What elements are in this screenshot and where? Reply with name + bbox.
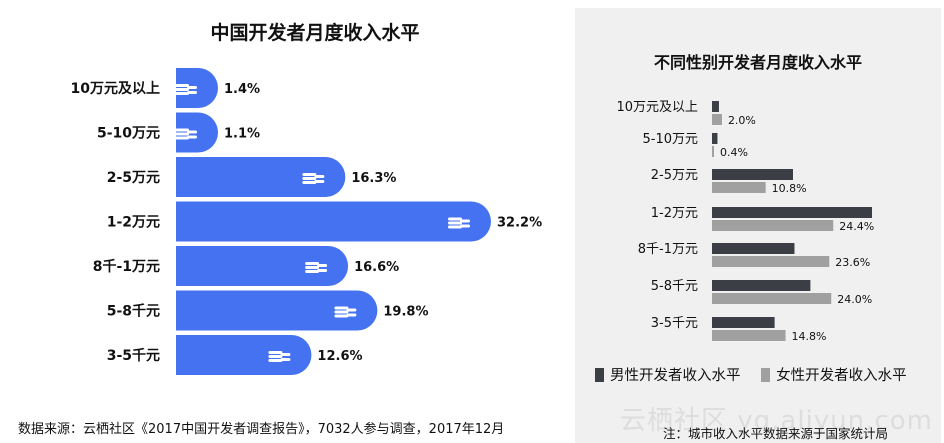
legend-label-female: 女性开发者收入水平: [776, 368, 907, 384]
legend-swatch-female: [761, 367, 771, 382]
category-label: 3-5千元: [107, 347, 160, 364]
female-value-label: 24.4%: [839, 220, 874, 233]
female-value-label: 14.8%: [792, 330, 827, 343]
income-bar-chart: 10万元及以上 1.4% 5-10万元 1.1% 2-5万元 16.3% 1-2万元 32.2…: [71, 68, 542, 375]
male-bar: [712, 280, 811, 291]
legend-item-male: 男性开发者收入水平: [595, 364, 741, 385]
coin-stack-icon: [175, 128, 197, 140]
category-label: 8千-1万元: [93, 258, 160, 275]
coin-stack-icon: [302, 173, 325, 184]
female-value-label: 23.6%: [835, 256, 870, 269]
value-label: 16.6%: [354, 260, 399, 275]
female-value-label: 24.0%: [837, 293, 872, 306]
coin-stack-icon: [268, 351, 291, 362]
male-bar: [712, 133, 718, 144]
male-bar: [712, 317, 775, 328]
value-label: 19.8%: [383, 305, 428, 320]
coin-stack-icon: [448, 217, 470, 229]
category-label: 5-10万元: [642, 132, 698, 147]
female-value-label: 2.0%: [728, 114, 756, 127]
female-bar: [712, 182, 766, 193]
coin-stack-icon: [334, 306, 357, 318]
category-label: 5-8千元: [107, 303, 160, 320]
legend-swatch-male: [595, 367, 604, 382]
income-bar: [176, 157, 346, 197]
value-label: 1.1%: [224, 127, 260, 142]
female-bar: [712, 114, 722, 125]
female-bar: [712, 293, 832, 304]
category-label: 5-8千元: [651, 279, 698, 294]
legend-label-male: 男性开发者收入水平: [610, 368, 741, 384]
income-bar: [176, 201, 491, 242]
income-bar: [176, 335, 312, 375]
female-value-label: 0.4%: [720, 146, 748, 159]
male-bar: [712, 169, 793, 180]
income-bar: [176, 68, 218, 108]
female-value-label: 10.8%: [772, 182, 807, 195]
value-label: 32.2%: [497, 216, 542, 231]
income-bar: [176, 246, 349, 286]
gender-chart-panel: 不同性别开发者月度收入水平 10万元及以上 2.0% 5-10万元 0.4% 2-5万元…: [575, 8, 941, 443]
category-label: 3-5千元: [651, 316, 698, 331]
gender-income-bar-chart: 10万元及以上 2.0% 5-10万元 0.4% 2-5万元 10.8% 1-2万元 24.4…: [616, 100, 874, 343]
male-bar: [712, 207, 872, 218]
female-bar: [712, 146, 714, 157]
female-bar: [712, 220, 834, 231]
coin-stack-icon: [305, 262, 328, 273]
left-chart-title: 中国开发者月度收入水平: [210, 22, 420, 44]
legend-item-female: 女性开发者收入水平: [761, 364, 907, 385]
male-bar: [712, 101, 719, 112]
category-label: 10万元及以上: [71, 81, 160, 97]
watermark: 云栖社区 yq.aliyun.com: [620, 406, 933, 436]
category-label: 10万元及以上: [616, 100, 698, 115]
male-bar: [712, 243, 795, 254]
value-label: 1.4%: [224, 82, 260, 97]
income-bar: [176, 290, 378, 331]
category-label: 1-2万元: [651, 206, 698, 221]
category-label: 5-10万元: [97, 126, 160, 142]
value-label: 12.6%: [317, 349, 362, 364]
source-note: 数据来源：云栖社区《2017中国开发者调查报告》，7032人参与调查，2017年…: [18, 422, 505, 437]
category-label: 2-5万元: [107, 170, 160, 186]
female-bar: [712, 256, 830, 267]
category-label: 2-5万元: [651, 168, 698, 183]
category-label: 8千-1万元: [638, 242, 698, 257]
coin-stack-icon: [175, 84, 197, 95]
chart-legend: 男性开发者收入水平 女性开发者收入水平: [595, 364, 923, 386]
income-bar: [176, 112, 219, 153]
female-bar: [712, 330, 786, 341]
value-label: 16.3%: [351, 171, 396, 186]
right-chart-title: 不同性别开发者月度收入水平: [653, 53, 862, 72]
category-label: 1-2万元: [107, 215, 160, 231]
right-note: 注：城市收入水平数据来源于国家统计局: [663, 426, 889, 441]
